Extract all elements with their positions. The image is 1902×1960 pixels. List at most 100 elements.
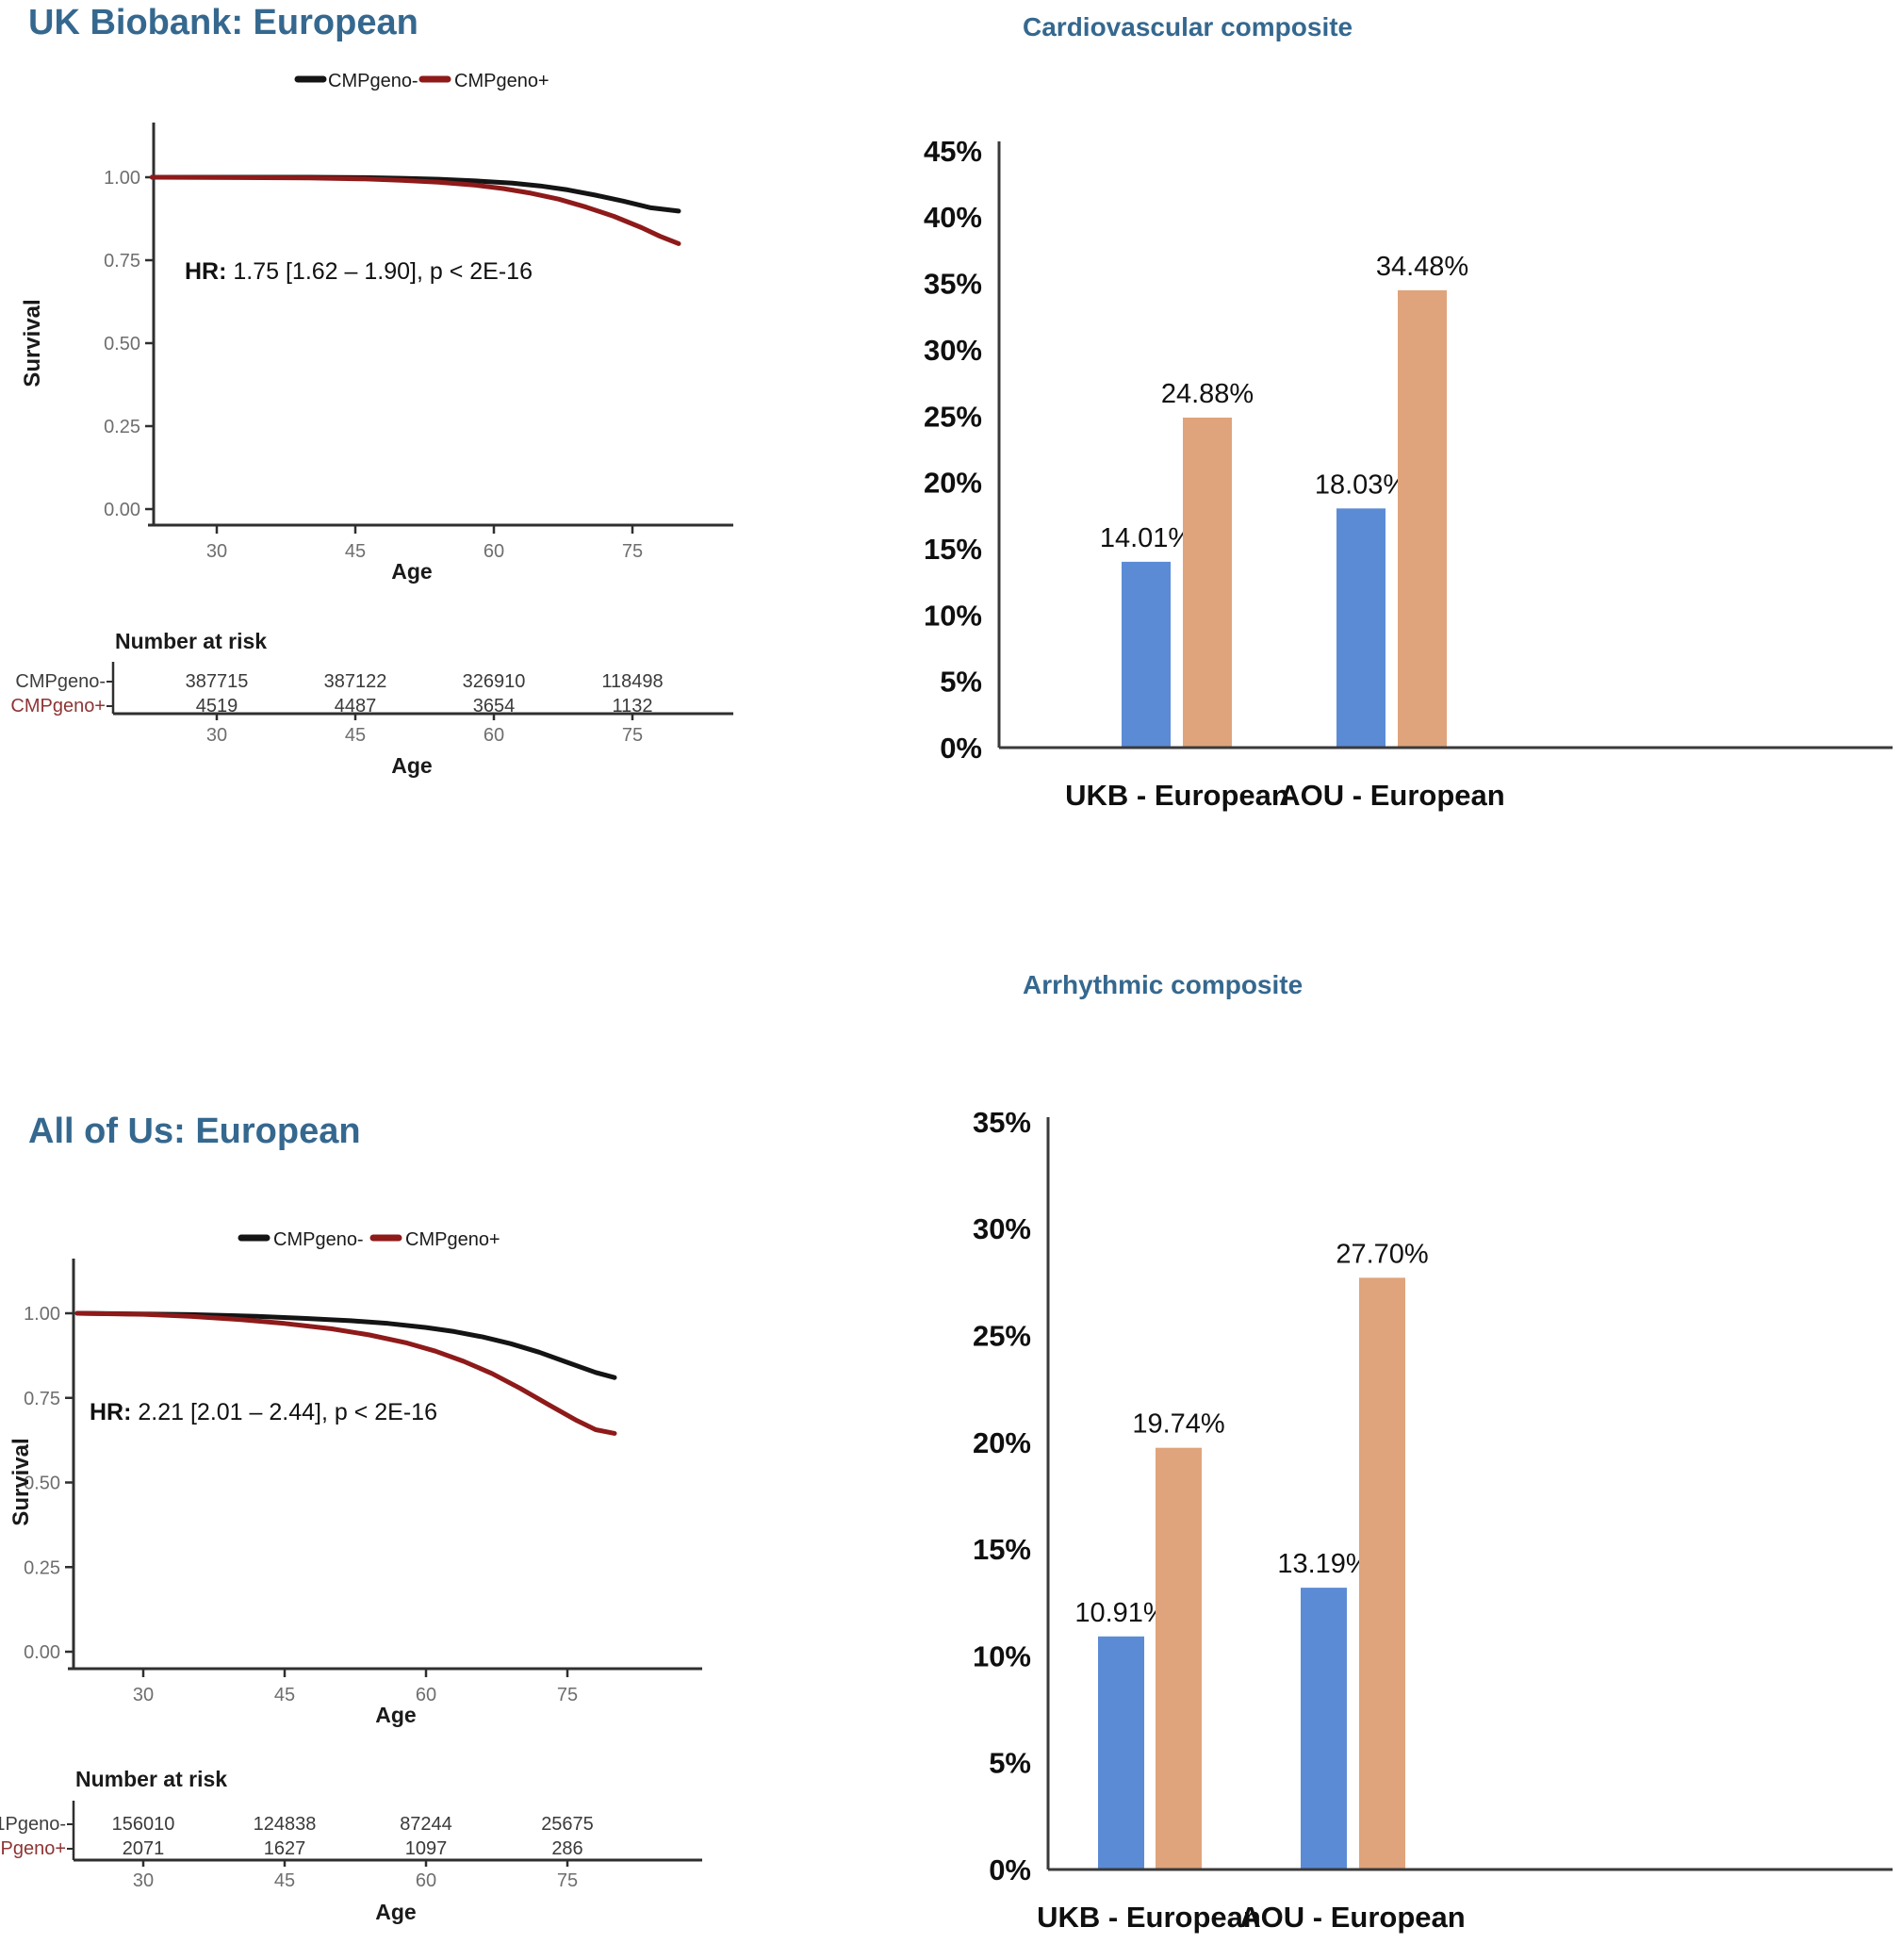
x-tick-label: 30 [206, 541, 227, 562]
risk-value: 2071 [123, 1838, 165, 1859]
risk-tick-label: 30 [133, 1870, 154, 1891]
y-tick-label: 45% [924, 135, 982, 168]
risk-value: 118498 [601, 671, 663, 692]
y-tick-label: 0.25 [104, 417, 140, 437]
aou-km-chart: 1.00 0.75 0.50 0.25 0.00 30 45 60 75 Age Survival C… [0, 1229, 702, 1924]
bar-blue-1 [1098, 1636, 1144, 1869]
risk-x-axis-title: Age [375, 1900, 416, 1924]
risk-value: 387122 [324, 671, 387, 692]
bar-orange-2 [1398, 289, 1447, 748]
y-tick-label: 1.00 [24, 1304, 60, 1325]
risk-tick-label: 75 [557, 1870, 578, 1891]
y-tick-label: 10% [924, 599, 982, 632]
cardiovascular-composite-title: Cardiovascular composite [1023, 12, 1353, 41]
y-tick-label: 25% [924, 400, 982, 433]
y-tick-label: 1.00 [104, 168, 140, 189]
y-tick-label: 30% [924, 334, 982, 367]
y-tick-label: 10% [973, 1639, 1031, 1672]
category-label: AOU - European [1279, 779, 1504, 812]
x-tick-label: 75 [622, 541, 643, 562]
ukb-km-chart: 1.00 0.75 0.50 0.25 0.00 30 45 60 75 Age Survival C… [10, 71, 733, 778]
risk-value: 156010 [112, 1814, 175, 1835]
category-label: UKB - European [1037, 1901, 1261, 1934]
y-tick-label: 25% [973, 1320, 1031, 1353]
bar-value-label: 19.74% [1132, 1409, 1224, 1440]
risk-tick-label: 45 [345, 725, 366, 746]
risk-value: 4487 [335, 696, 377, 716]
y-tick-label: 15% [973, 1533, 1031, 1566]
survival-curve-CMPgeno- [74, 1310, 617, 1380]
y-axis-title: Survival [8, 1438, 34, 1525]
risk-x-axis-title: Age [391, 753, 432, 778]
x-tick-label: 30 [133, 1685, 154, 1705]
y-tick-label: 0.75 [24, 1389, 60, 1409]
arrhythmic-bar-chart: 0% 5% 10% 15% 20% 25% 30% 35% 10.91% 19.74% UKB - … [973, 1106, 1893, 1934]
aou-panel-title: All of Us: European [28, 1112, 361, 1151]
category-label: AOU - European [1239, 1901, 1465, 1934]
y-tick-label: 40% [924, 201, 982, 234]
y-tick-label: 35% [973, 1106, 1031, 1139]
arrhythmic-composite-title: Arrhythmic composite [1023, 970, 1304, 999]
risk-tick-label: 75 [622, 725, 643, 746]
y-tick-label: 0.00 [24, 1642, 60, 1663]
risk-value: 4519 [196, 696, 238, 716]
cardiovascular-bar-chart: 0% 5% 10% 15% 20% 25% 30% 35% 40% 45% 14.01% 24.88%… [924, 135, 1893, 812]
risk-row-label: 1Pgeno- [0, 1814, 66, 1835]
bar-value-label: 10.91% [1074, 1598, 1167, 1628]
x-tick-label: 60 [416, 1685, 436, 1705]
risk-value: 286 [551, 1838, 582, 1859]
risk-value: 1132 [612, 696, 652, 716]
y-tick-label: 15% [924, 533, 982, 566]
risk-row-label: CMPgeno- [15, 671, 106, 692]
x-tick-label: 45 [345, 541, 366, 562]
risk-value: 1627 [264, 1838, 306, 1859]
ukb-panel-title: UK Biobank: European [28, 3, 418, 42]
bar-value-label: 14.01% [1100, 523, 1192, 553]
y-tick-label: 0% [989, 1853, 1031, 1886]
risk-table-title: Number at risk [115, 629, 267, 653]
legend-label: CMPgeno- [328, 71, 418, 91]
y-tick-label: 0.25 [24, 1557, 60, 1578]
y-tick-label: 0.00 [104, 500, 140, 520]
x-axis-title: Age [391, 559, 432, 584]
hr-annotation: HR: 1.75 [1.62 – 1.90], p < 2E-16 [185, 258, 533, 285]
risk-row-label: CMPgeno+ [10, 696, 106, 716]
bar-value-label: 27.70% [1336, 1239, 1428, 1269]
risk-table-title: Number at risk [75, 1767, 227, 1791]
risk-value: 87244 [400, 1814, 452, 1835]
x-tick-label: 45 [274, 1685, 295, 1705]
bar-orange-1 [1156, 1447, 1202, 1869]
bar-orange-2 [1359, 1277, 1405, 1869]
y-tick-label: 5% [940, 666, 982, 699]
y-tick-label: 20% [924, 467, 982, 500]
bar-blue-2 [1336, 508, 1386, 748]
y-tick-label: 30% [973, 1212, 1031, 1245]
y-tick-label: 5% [989, 1747, 1031, 1780]
survival-curve-CMPgeno+ [74, 1310, 617, 1436]
bar-blue-1 [1122, 561, 1171, 748]
legend-label: CMPgeno+ [454, 71, 549, 91]
risk-row-label: Pgeno+ [0, 1838, 66, 1859]
bar-value-label: 34.48% [1376, 252, 1468, 282]
bar-value-label: 24.88% [1161, 379, 1254, 409]
risk-value: 326910 [463, 671, 526, 692]
risk-value: 387715 [186, 671, 249, 692]
bar-value-label: 18.03% [1315, 469, 1407, 500]
x-tick-label: 75 [557, 1685, 578, 1705]
y-tick-label: 0.75 [104, 251, 140, 272]
legend-label: CMPgeno+ [405, 1229, 500, 1250]
x-axis-title: Age [375, 1703, 416, 1727]
y-tick-label: 0% [940, 732, 982, 765]
bar-value-label: 13.19% [1277, 1549, 1369, 1579]
risk-tick-label: 60 [416, 1870, 436, 1891]
bar-orange-1 [1183, 417, 1232, 748]
y-axis-title: Survival [20, 299, 45, 387]
y-tick-label: 0.50 [24, 1474, 60, 1494]
y-tick-label: 20% [973, 1426, 1031, 1459]
risk-tick-label: 60 [484, 725, 504, 746]
category-label: UKB - European [1065, 779, 1289, 812]
legend-label: CMPgeno- [273, 1229, 364, 1250]
hr-annotation: HR: 2.21 [2.01 – 2.44], p < 2E-16 [90, 1399, 437, 1425]
risk-value: 3654 [473, 696, 516, 716]
